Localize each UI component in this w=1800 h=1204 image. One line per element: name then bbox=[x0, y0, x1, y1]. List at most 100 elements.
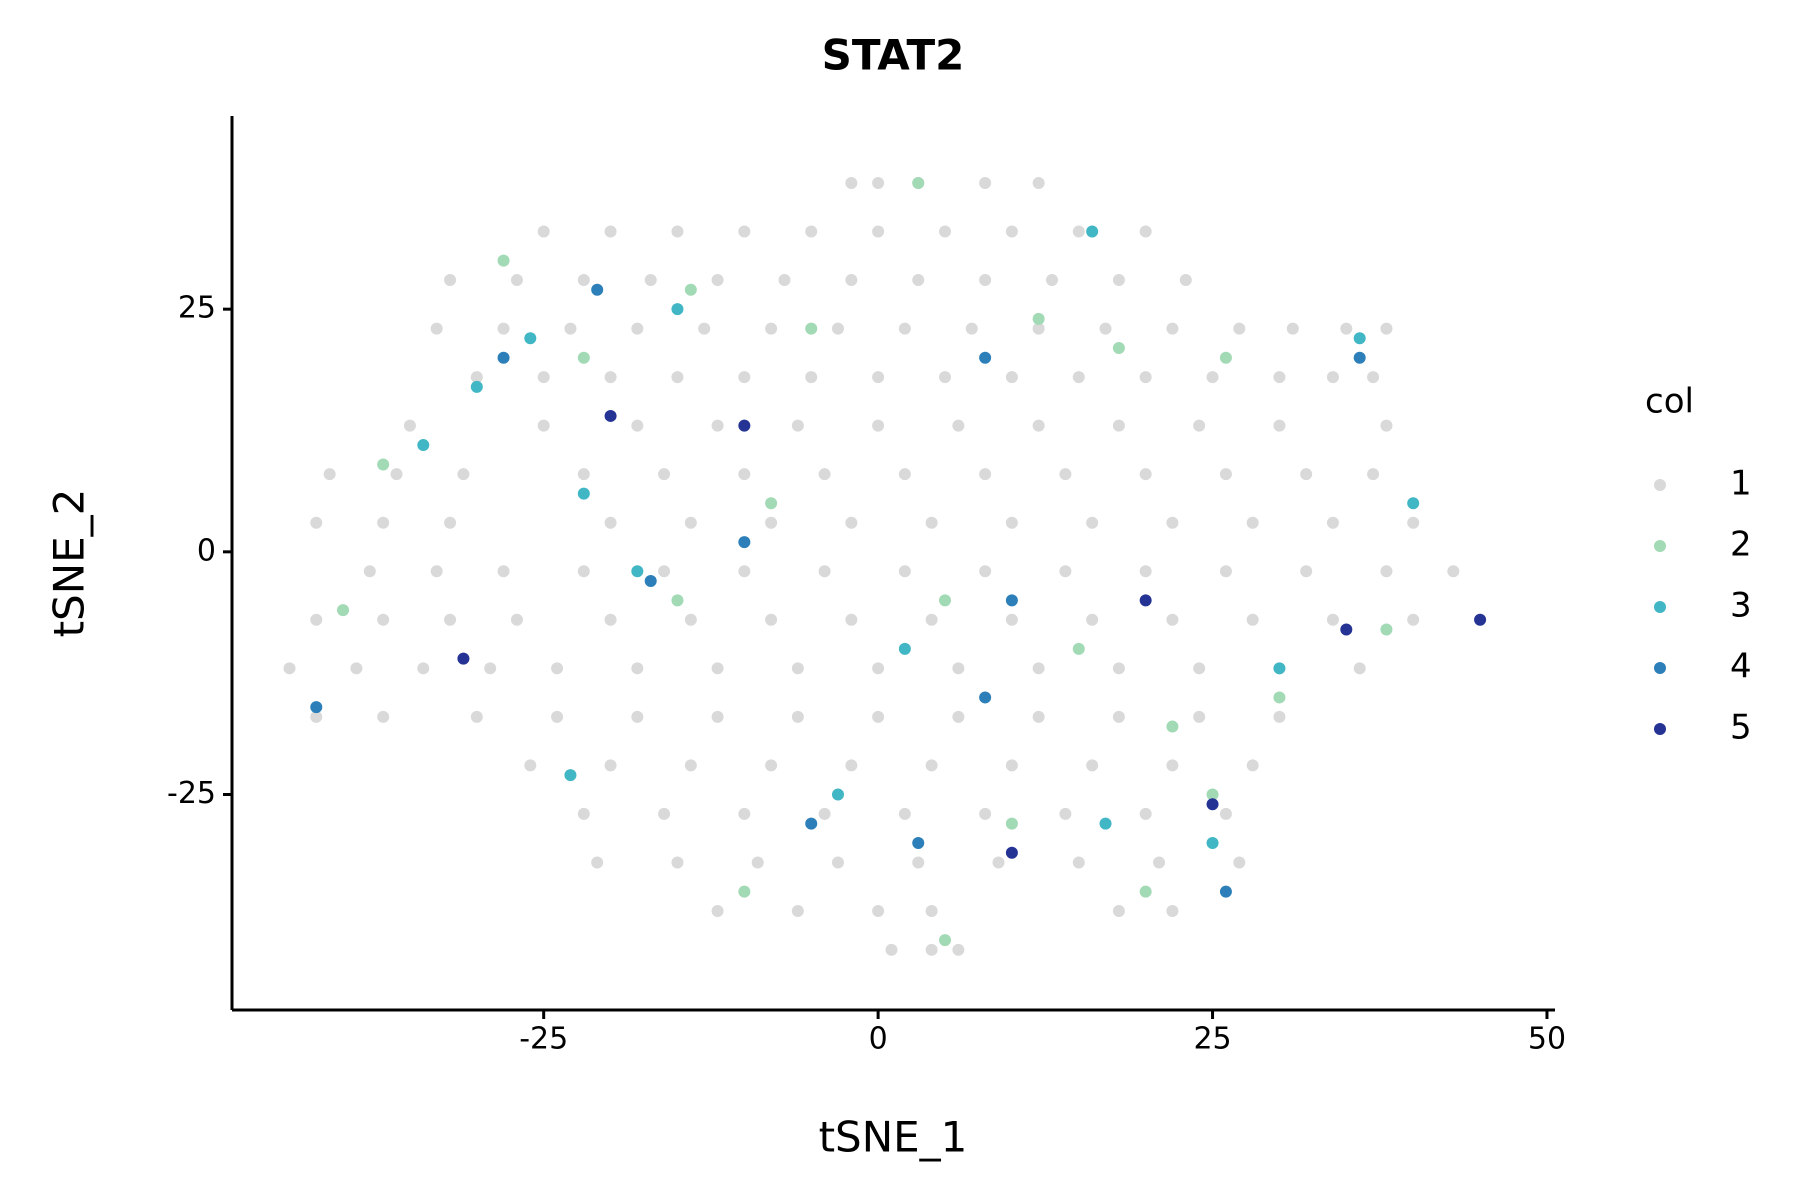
y-tick-label: 25 bbox=[178, 291, 216, 326]
y-axis-title: tSNE_2 bbox=[45, 489, 94, 638]
point bbox=[992, 856, 1005, 869]
point bbox=[377, 516, 390, 529]
point bbox=[1032, 662, 1045, 675]
point bbox=[1032, 312, 1045, 325]
x-tick-label: 0 bbox=[869, 1022, 888, 1057]
x-tick-label: 25 bbox=[1193, 1022, 1231, 1057]
point bbox=[765, 497, 778, 510]
point bbox=[845, 274, 858, 287]
point bbox=[1166, 516, 1179, 529]
y-tick-label: -25 bbox=[167, 776, 216, 811]
point bbox=[872, 904, 885, 917]
point bbox=[1166, 759, 1179, 772]
point bbox=[403, 419, 416, 432]
point bbox=[1032, 176, 1045, 189]
point bbox=[671, 371, 684, 384]
point bbox=[310, 516, 323, 529]
point bbox=[417, 439, 430, 452]
point bbox=[805, 322, 818, 335]
point bbox=[1032, 322, 1045, 335]
chart-title: STAT2 bbox=[822, 31, 965, 80]
point bbox=[631, 322, 644, 335]
point bbox=[925, 613, 938, 626]
point bbox=[1367, 371, 1380, 384]
point bbox=[1059, 807, 1072, 820]
point bbox=[805, 225, 818, 238]
point bbox=[845, 516, 858, 529]
point bbox=[470, 380, 483, 393]
point bbox=[1059, 468, 1072, 481]
legend-swatch bbox=[1654, 540, 1666, 552]
point bbox=[965, 322, 978, 335]
point bbox=[684, 516, 697, 529]
point bbox=[979, 468, 992, 481]
point bbox=[497, 565, 510, 578]
point bbox=[711, 274, 724, 287]
point bbox=[1005, 516, 1018, 529]
point bbox=[484, 662, 497, 675]
x-tick-label: -25 bbox=[519, 1022, 568, 1057]
point bbox=[738, 468, 751, 481]
x-tick-label: 50 bbox=[1528, 1022, 1566, 1057]
point bbox=[1166, 613, 1179, 626]
point bbox=[337, 604, 350, 617]
point bbox=[1407, 497, 1420, 510]
point bbox=[1166, 322, 1179, 335]
point bbox=[510, 613, 523, 626]
point bbox=[738, 536, 751, 549]
point bbox=[1099, 322, 1112, 335]
point bbox=[1300, 565, 1313, 578]
point bbox=[831, 322, 844, 335]
point bbox=[1193, 662, 1206, 675]
point bbox=[551, 662, 564, 675]
point bbox=[1086, 516, 1099, 529]
point bbox=[818, 565, 831, 578]
legend-swatch bbox=[1654, 601, 1666, 613]
point bbox=[1112, 662, 1125, 675]
point bbox=[952, 943, 965, 956]
point bbox=[711, 710, 724, 723]
point bbox=[1367, 468, 1380, 481]
point bbox=[1380, 623, 1393, 636]
point bbox=[979, 807, 992, 820]
point bbox=[1340, 623, 1353, 636]
point bbox=[604, 409, 617, 422]
point bbox=[952, 419, 965, 432]
point bbox=[524, 332, 537, 345]
point bbox=[671, 225, 684, 238]
point bbox=[831, 788, 844, 801]
legend-swatch bbox=[1654, 723, 1666, 735]
point bbox=[1166, 904, 1179, 917]
point bbox=[1380, 419, 1393, 432]
point bbox=[631, 565, 644, 578]
point bbox=[1219, 885, 1232, 898]
point bbox=[1353, 332, 1366, 345]
point bbox=[765, 759, 778, 772]
point bbox=[457, 468, 470, 481]
point bbox=[658, 807, 671, 820]
point bbox=[644, 274, 657, 287]
point bbox=[1447, 565, 1460, 578]
point bbox=[1086, 759, 1099, 772]
point bbox=[1139, 468, 1152, 481]
point bbox=[845, 613, 858, 626]
point bbox=[604, 759, 617, 772]
legend-label: 4 bbox=[1730, 647, 1752, 687]
point bbox=[444, 274, 457, 287]
point bbox=[564, 322, 577, 335]
point bbox=[1326, 613, 1339, 626]
point bbox=[885, 943, 898, 956]
point bbox=[1219, 351, 1232, 364]
point bbox=[524, 759, 537, 772]
point bbox=[363, 565, 376, 578]
point bbox=[845, 759, 858, 772]
point bbox=[1005, 613, 1018, 626]
point bbox=[671, 594, 684, 607]
point bbox=[765, 322, 778, 335]
point bbox=[604, 371, 617, 384]
point bbox=[470, 371, 483, 384]
point bbox=[778, 274, 791, 287]
point bbox=[1206, 798, 1219, 811]
point bbox=[898, 565, 911, 578]
